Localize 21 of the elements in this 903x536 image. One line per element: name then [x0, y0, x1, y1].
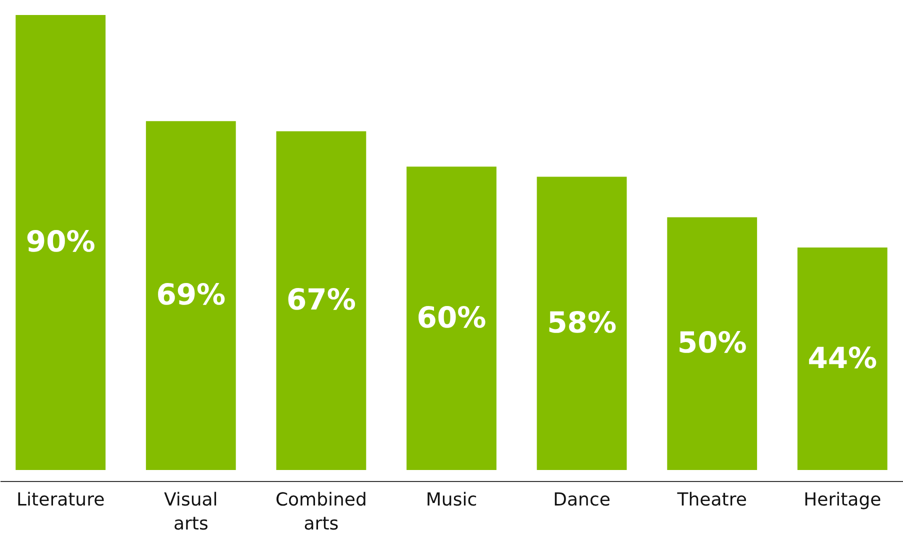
- bar: [406, 166, 496, 470]
- x-tick-label: Dance: [553, 490, 610, 510]
- x-tick-label: Literature: [16, 490, 105, 510]
- x-tick-label: Combined arts: [275, 490, 367, 534]
- bar: [797, 248, 888, 470]
- data-label: 90%: [26, 224, 96, 258]
- bar: [276, 131, 366, 470]
- data-label: 60%: [416, 300, 486, 334]
- data-label: 50%: [677, 326, 747, 360]
- bar: [146, 121, 236, 470]
- bar: [667, 217, 758, 470]
- x-tick-label: Heritage: [804, 490, 882, 510]
- data-label: 58%: [547, 305, 617, 340]
- x-tick-label: Theatre: [676, 490, 747, 510]
- x-tick-label: Visual arts: [164, 490, 218, 534]
- data-label: 44%: [808, 340, 878, 375]
- bar: [536, 176, 627, 470]
- bar: [16, 15, 106, 470]
- data-label: 67%: [286, 282, 356, 317]
- data-label: 69%: [156, 278, 226, 312]
- x-tick-label: Music: [426, 490, 478, 510]
